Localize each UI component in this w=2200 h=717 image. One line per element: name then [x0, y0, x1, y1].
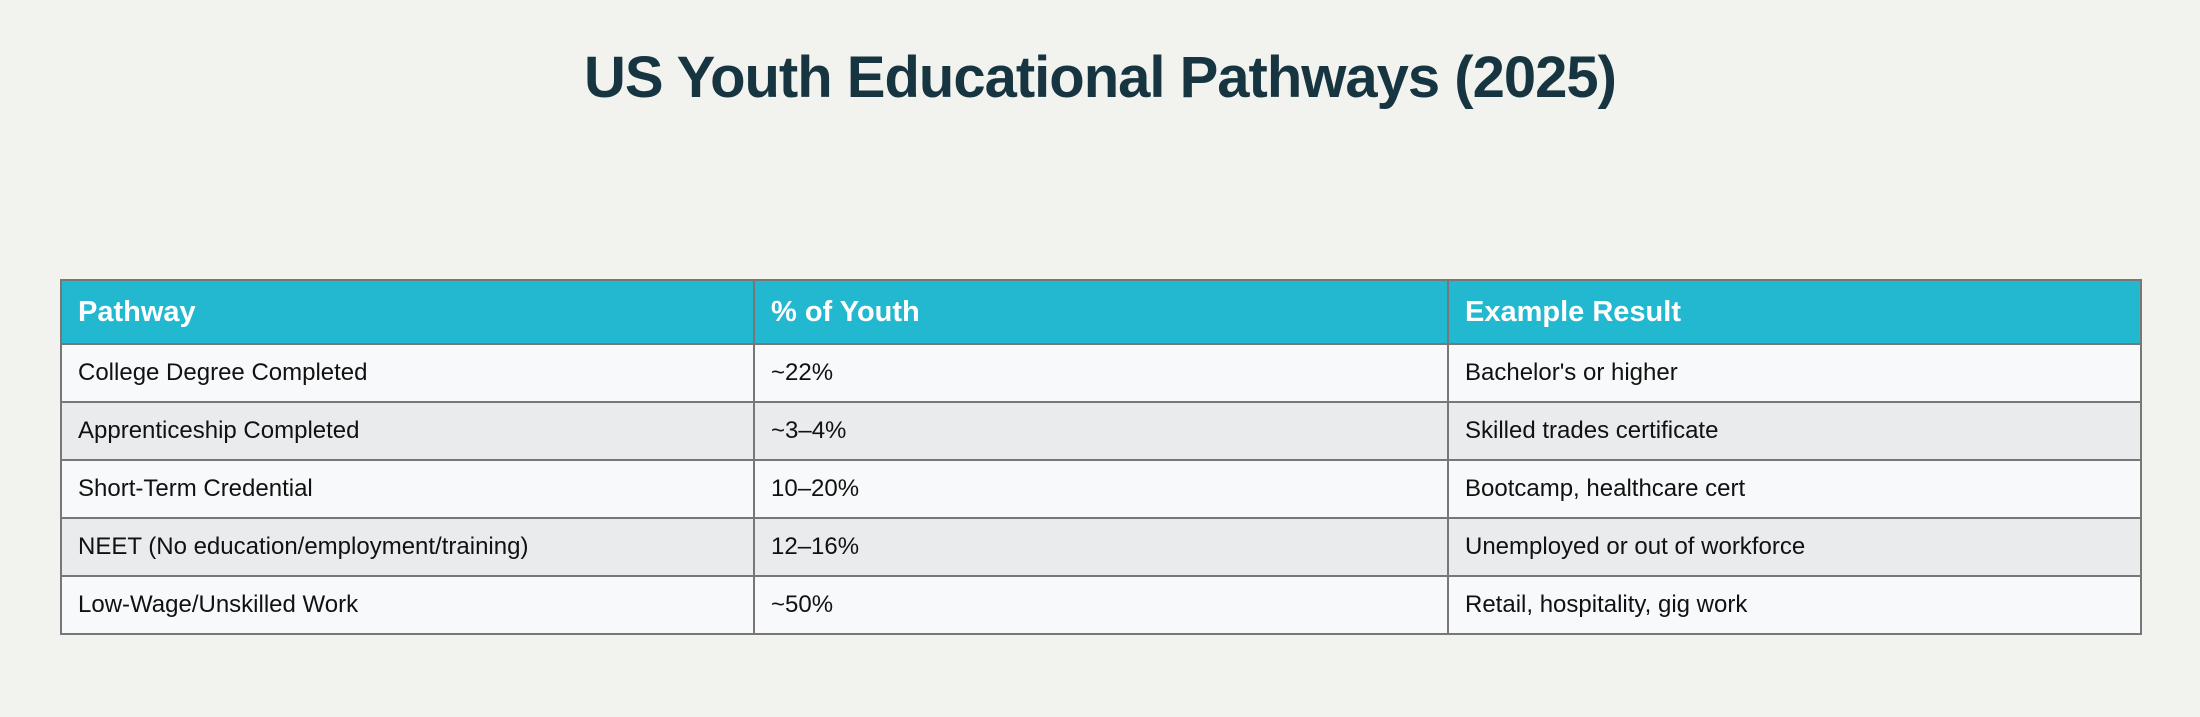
header-row: Pathway% of Youth Example Result: [60, 279, 2142, 345]
table-cell: Bachelor's or higher: [1447, 343, 2142, 403]
table-cell: Bootcamp, healthcare cert: [1447, 459, 2142, 519]
table-cell: Apprenticeship Completed: [60, 401, 755, 461]
title: US Youth Educational Pathways (2025): [584, 45, 1617, 110]
table-body: College Degree Completed ~22% Bachelor's o…: [60, 343, 2142, 635]
table-cell: College Degree Completed: [60, 343, 755, 403]
table-row: Short-Term Credential 10–20% Bootcamp, hea…: [60, 459, 2142, 519]
table-row: NEET (No education/employment/training) 1…: [60, 517, 2142, 577]
table-cell: 12–16%: [753, 517, 1449, 577]
table-cell: Low-Wage/Unskilled Work: [60, 575, 755, 635]
table-row: Apprenticeship Completed ~3–4% Skilled tra…: [60, 401, 2142, 461]
table-cell: NEET (No education/employment/training): [60, 517, 755, 577]
pathways-table: Pathway% of Youth Example Result College …: [60, 279, 2142, 635]
header-cell: % of Youth: [753, 279, 1449, 345]
header-cell: Example Result: [1447, 279, 2142, 345]
table-cell: Retail, hospitality, gig work: [1447, 575, 2142, 635]
table-cell: Skilled trades certificate: [1447, 401, 2142, 461]
table-row: Low-Wage/Unskilled Work ~50% Retail, hospi…: [60, 575, 2142, 635]
table-cell: ~22%: [753, 343, 1449, 403]
table-cell: ~50%: [753, 575, 1449, 635]
header-cell: Pathway: [60, 279, 755, 345]
table-cell: Unemployed or out of workforce: [1447, 517, 2142, 577]
table-cell: 10–20%: [753, 459, 1449, 519]
table-cell: Short-Term Credential: [60, 459, 755, 519]
table-cell: ~3–4%: [753, 401, 1449, 461]
table-row: College Degree Completed ~22% Bachelor's o…: [60, 343, 2142, 403]
